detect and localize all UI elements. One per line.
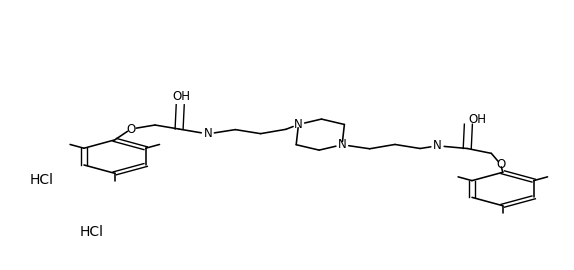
Text: N: N: [433, 139, 442, 152]
Text: OH: OH: [172, 90, 191, 103]
Text: O: O: [126, 123, 135, 136]
Text: N: N: [203, 127, 212, 140]
Text: N: N: [294, 118, 303, 131]
Text: O: O: [496, 158, 505, 171]
Text: OH: OH: [468, 113, 487, 126]
Text: HCl: HCl: [29, 173, 53, 187]
Text: N: N: [338, 138, 347, 151]
Text: HCl: HCl: [80, 225, 104, 239]
